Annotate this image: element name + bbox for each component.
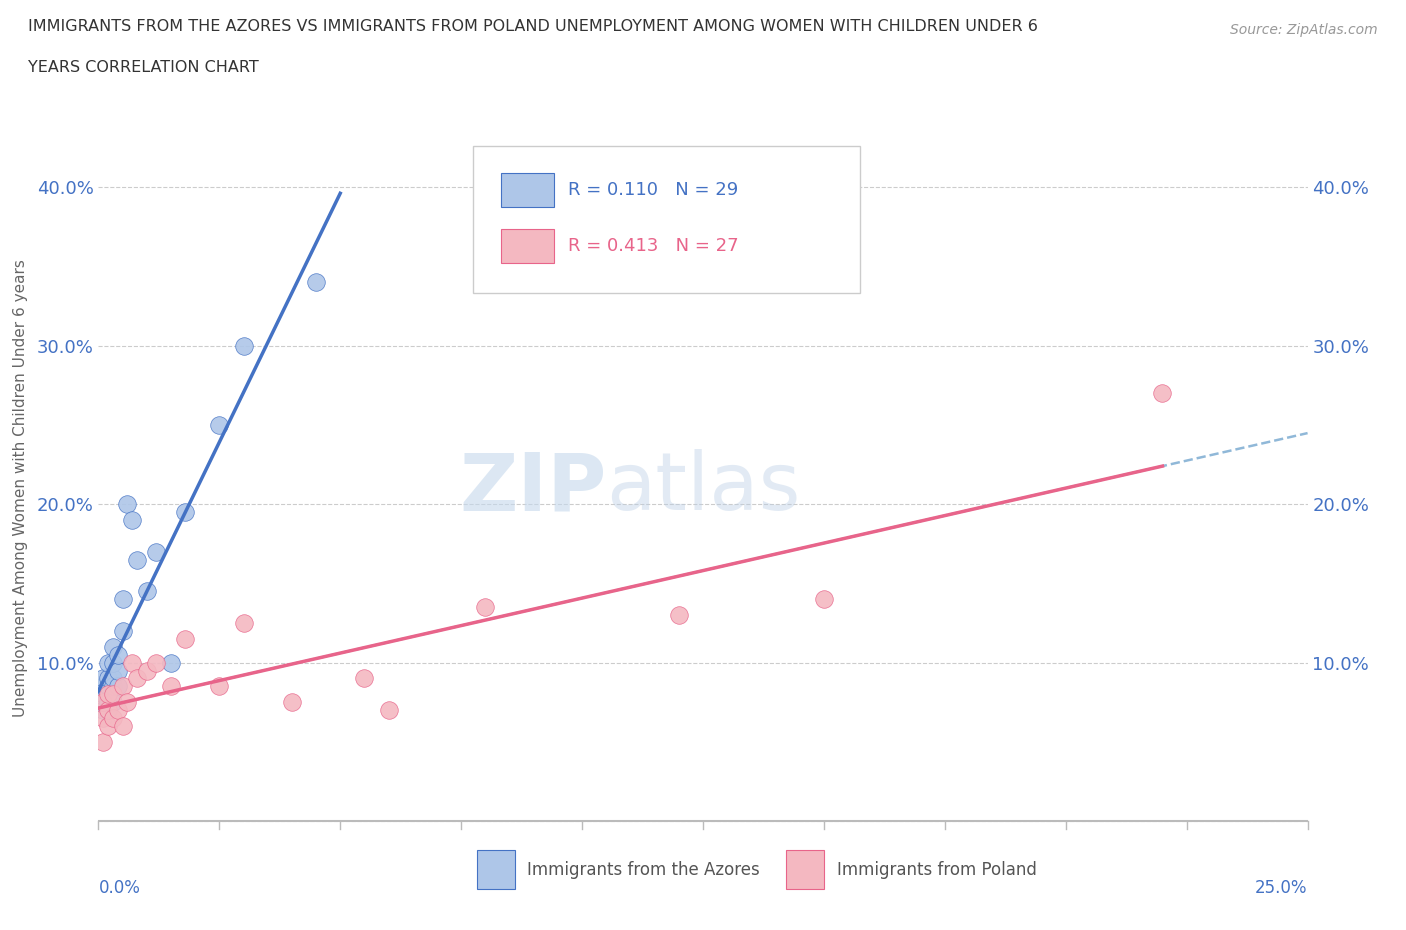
Point (135, 584, 157, 599)
Point (305, 274, 328, 289)
Point (174, 631, 197, 646)
FancyBboxPatch shape (501, 173, 554, 207)
Text: YEARS CORRELATION CHART: YEARS CORRELATION CHART (28, 60, 259, 75)
Point (813, 591, 835, 606)
Point (101, 695, 124, 710)
Point (208, 418, 231, 432)
Point (668, 607, 690, 622)
Point (174, 505, 197, 520)
Point (91, 703, 114, 718)
Point (111, 623, 134, 638)
Point (232, 616, 254, 631)
Text: IMMIGRANTS FROM THE AZORES VS IMMIGRANTS FROM POLAND UNEMPLOYMENT AMONG WOMEN WI: IMMIGRANTS FROM THE AZORES VS IMMIGRANTS… (28, 19, 1038, 33)
Point (97, 687, 120, 702)
Point (91, 671, 114, 686)
Point (208, 679, 231, 694)
Point (117, 497, 139, 512)
Point (97, 703, 120, 718)
Point (91, 695, 114, 710)
Point (101, 639, 124, 654)
Point (107, 663, 129, 678)
Point (97, 719, 120, 734)
Point (160, 655, 183, 670)
Point (121, 512, 143, 527)
FancyBboxPatch shape (501, 229, 554, 263)
Point (101, 655, 124, 670)
Point (91, 735, 114, 750)
Text: Source: ZipAtlas.com: Source: ZipAtlas.com (1230, 23, 1378, 37)
Point (97, 671, 120, 686)
Point (117, 695, 139, 710)
Text: atlas: atlas (606, 449, 800, 527)
Point (107, 703, 129, 718)
Text: ZIP: ZIP (458, 449, 606, 527)
Point (127, 671, 149, 686)
Point (101, 711, 124, 725)
Point (97, 655, 120, 670)
Point (101, 679, 124, 694)
Point (111, 591, 134, 606)
Text: 0.0%: 0.0% (98, 879, 141, 897)
Point (232, 339, 254, 353)
Text: 25.0%: 25.0% (1256, 879, 1308, 897)
Point (101, 687, 124, 702)
Point (97, 703, 120, 718)
Text: Immigrants from the Azores: Immigrants from the Azores (527, 860, 761, 879)
Point (1152, 386, 1174, 401)
Text: Immigrants from Poland: Immigrants from Poland (837, 860, 1036, 879)
FancyBboxPatch shape (474, 147, 860, 293)
Point (353, 671, 375, 686)
Point (91, 679, 114, 694)
Point (97, 695, 120, 710)
Point (107, 679, 129, 694)
Point (127, 552, 149, 567)
Point (111, 679, 134, 694)
Point (111, 719, 134, 734)
Point (377, 703, 399, 718)
Point (107, 647, 129, 662)
Point (121, 655, 143, 670)
Point (145, 655, 167, 670)
Point (474, 600, 496, 615)
Point (281, 695, 304, 710)
Point (91, 687, 114, 702)
Point (101, 671, 124, 686)
Point (145, 544, 167, 559)
Text: R = 0.110   N = 29: R = 0.110 N = 29 (568, 180, 738, 199)
Y-axis label: Unemployment Among Women with Children Under 6 years: Unemployment Among Women with Children U… (13, 259, 28, 717)
Text: R = 0.413   N = 27: R = 0.413 N = 27 (568, 236, 738, 255)
Point (91, 711, 114, 725)
Point (97, 679, 120, 694)
Point (135, 663, 157, 678)
Point (160, 679, 183, 694)
